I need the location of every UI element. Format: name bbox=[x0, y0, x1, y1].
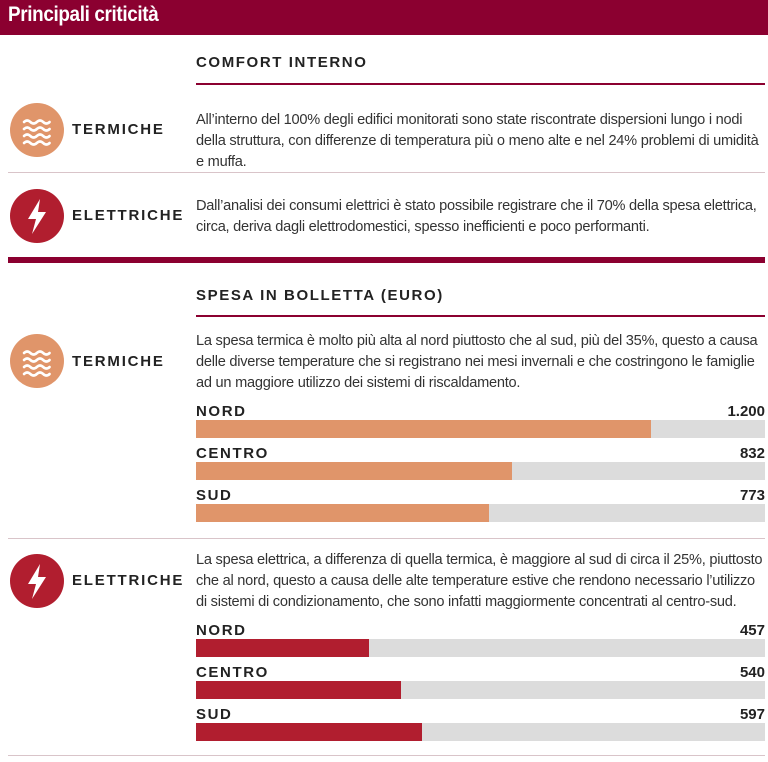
header-bar: Principali criticità bbox=[0, 0, 768, 35]
comfort-termiche-text: All’interno del 100% degli edifici monit… bbox=[196, 112, 759, 170]
label-elettriche: ELETTRICHE bbox=[72, 207, 185, 224]
bar-sud bbox=[196, 723, 423, 741]
comfort-elettriche-text: Dall’analisi dei consumi elettrici è sta… bbox=[196, 198, 757, 235]
bar-track bbox=[196, 504, 765, 522]
page-title: Principali criticità bbox=[8, 3, 159, 26]
bar-label-centro: CENTRO bbox=[196, 445, 269, 462]
label-termiche: TERMICHE bbox=[72, 353, 165, 370]
section-title-spesa: SPESA IN BOLLETTA (EURO) bbox=[196, 287, 444, 304]
heat-waves-icon bbox=[10, 103, 64, 157]
section-rule bbox=[196, 315, 765, 317]
heat-waves-icon bbox=[10, 334, 64, 388]
lightning-bolt-icon bbox=[10, 189, 64, 243]
bar-value-sud: 597 bbox=[739, 706, 765, 723]
bar-value-centro: 832 bbox=[739, 445, 765, 462]
lightning-bolt-icon bbox=[10, 554, 64, 608]
bar-nord bbox=[196, 420, 652, 438]
bar-track bbox=[196, 681, 765, 699]
bar-value-nord: 1.200 bbox=[727, 403, 765, 420]
bar-label-sud: SUD bbox=[196, 706, 233, 723]
row-divider bbox=[8, 755, 765, 756]
bar-label-centro: CENTRO bbox=[196, 664, 269, 681]
bar-label-sud: SUD bbox=[196, 487, 233, 504]
bar-value-sud: 773 bbox=[739, 487, 765, 504]
section-title-comfort: COMFORT INTERNO bbox=[196, 54, 368, 71]
bar-value-centro: 540 bbox=[739, 664, 765, 681]
bar-value-nord: 457 bbox=[739, 622, 765, 639]
bar-label-nord: NORD bbox=[196, 403, 247, 420]
bar-sud bbox=[196, 504, 490, 522]
bar-track bbox=[196, 723, 765, 741]
bar-track bbox=[196, 462, 765, 480]
section-divider bbox=[8, 257, 765, 263]
bar-track bbox=[196, 420, 765, 438]
bar-nord bbox=[196, 639, 370, 657]
row-divider bbox=[8, 538, 765, 539]
label-termiche: TERMICHE bbox=[72, 121, 165, 138]
bar-label-nord: NORD bbox=[196, 622, 247, 639]
label-elettriche: ELETTRICHE bbox=[72, 572, 185, 589]
bar-track bbox=[196, 639, 765, 657]
section-rule bbox=[196, 83, 765, 85]
row-divider bbox=[8, 172, 765, 173]
spesa-termiche-text: La spesa termica è molto più alta al nor… bbox=[196, 333, 758, 391]
spesa-elettriche-text: La spesa elettrica, a differenza di quel… bbox=[196, 552, 763, 610]
bar-centro bbox=[196, 462, 512, 480]
bar-centro bbox=[196, 681, 401, 699]
